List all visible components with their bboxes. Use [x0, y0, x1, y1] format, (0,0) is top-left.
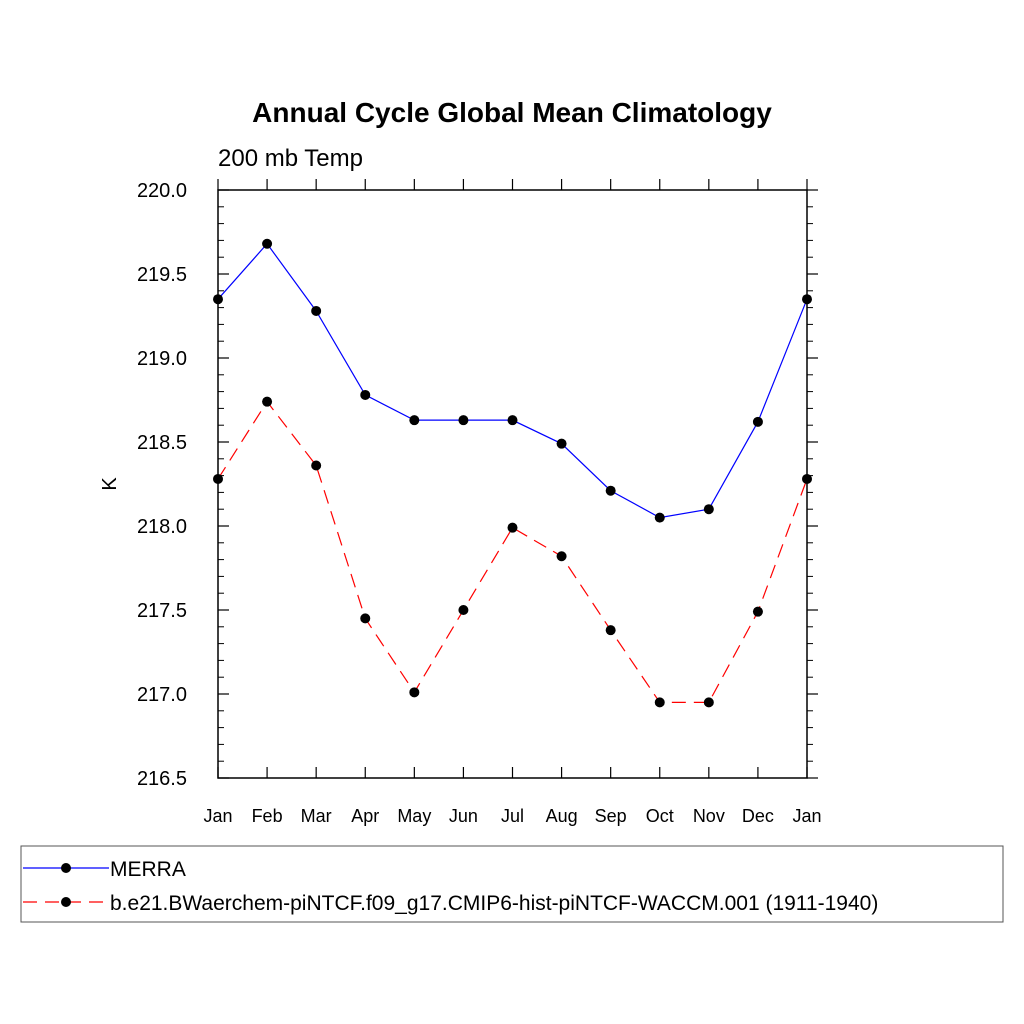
series-2-point — [213, 473, 223, 484]
series-1-point — [802, 294, 812, 305]
y-tick-label: 219.0 — [137, 348, 187, 370]
y-tick-label: 218.5 — [137, 432, 187, 454]
x-tick-label: Mar — [301, 806, 332, 826]
y-tick-label: 219.5 — [137, 264, 187, 286]
x-tick-label: Jun — [449, 806, 478, 826]
x-tick-label: Feb — [252, 806, 283, 826]
x-tick-label: Jul — [501, 806, 524, 826]
y-tick-label: 218.0 — [137, 516, 187, 538]
x-tick-label: Aug — [546, 806, 578, 826]
y-axis: 220.0 219.5 219.0 218.5 218.0 217.5 217.0 216.5 — [137, 180, 818, 790]
x-axis: Jan Feb Mar Apr May Jun Jul Aug Sep Oct Nov Dec Jan — [203, 179, 822, 826]
legend: MERRA b.e21.BWaerchem-piNTCF.f09_g17.CMIP… — [20, 845, 1004, 923]
legend-swatch-marker — [61, 897, 71, 907]
series-1-point — [605, 485, 616, 496]
plot-frame — [217, 189, 808, 779]
chart-title: Annual Cycle Global Mean Climatology — [252, 97, 772, 128]
series-2-point — [752, 606, 763, 617]
legend-entry-label: MERRA — [110, 858, 186, 881]
x-tick-label: Nov — [693, 806, 725, 826]
x-tick-label: Sep — [595, 806, 627, 826]
series-1-point — [703, 504, 714, 515]
series-line-1 — [217, 242, 808, 519]
series-2-point — [360, 613, 371, 624]
series-2-point — [802, 473, 812, 484]
chart-subtitle: 200 mb Temp — [218, 145, 363, 172]
series-1-point — [262, 238, 273, 249]
x-tick-label: Oct — [646, 806, 674, 826]
series-1-point — [654, 512, 665, 523]
legend-entry-label: b.e21.BWaerchem-piNTCF.f09_g17.CMIP6-his… — [110, 892, 878, 915]
series-2-point — [458, 605, 469, 615]
series-1-point — [458, 415, 469, 426]
series-1-point — [311, 305, 322, 316]
y-tick-label: 216.5 — [137, 768, 187, 790]
series-2-point — [262, 396, 273, 407]
legend-frame — [20, 845, 1004, 923]
y-tick-label: 217.5 — [137, 600, 187, 622]
series-1-point — [556, 438, 567, 449]
series-line-2 — [217, 400, 808, 704]
series-2-point — [409, 687, 420, 698]
series-2-point — [556, 551, 567, 562]
series-1-point — [409, 415, 420, 426]
series-2-point — [311, 460, 322, 471]
series-1-point — [213, 294, 223, 305]
series-2-point — [605, 625, 616, 636]
x-tick-label: May — [397, 806, 431, 826]
series-2-point — [703, 697, 714, 708]
series-2-point — [654, 697, 665, 708]
legend-swatch-marker — [61, 863, 71, 873]
y-tick-label: 217.0 — [137, 684, 187, 706]
x-tick-label: Jan — [203, 806, 232, 826]
series-1-point — [507, 415, 518, 426]
y-axis-label: K — [99, 477, 121, 491]
series-1-point — [752, 416, 763, 427]
series-1-point — [360, 389, 371, 400]
x-tick-label: Dec — [742, 806, 774, 826]
series-2-point — [507, 522, 518, 533]
x-tick-label: Apr — [351, 806, 379, 826]
x-tick-label: Jan — [792, 806, 821, 826]
y-tick-label: 220.0 — [137, 180, 187, 202]
series-layer — [213, 238, 812, 708]
